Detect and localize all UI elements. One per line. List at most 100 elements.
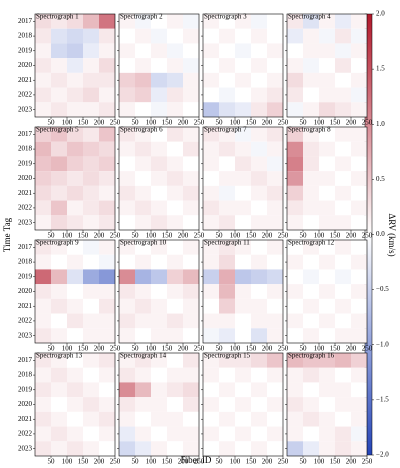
heat-cell <box>203 28 219 44</box>
heat-cell <box>287 382 303 398</box>
heat-cell <box>287 397 303 412</box>
heat-cell <box>83 353 99 368</box>
heat-cell <box>287 353 303 368</box>
x-tick-label: 50 <box>132 232 140 240</box>
heat-cell <box>183 127 199 142</box>
heat-cell <box>335 171 351 186</box>
heat-cell <box>303 185 319 201</box>
heat-cell <box>83 87 99 103</box>
heat-cell <box>135 441 151 456</box>
heat-cell <box>151 28 167 44</box>
heat-cell <box>303 14 319 29</box>
heat-cell <box>267 185 283 201</box>
y-axis-label: Time Tag <box>2 217 12 252</box>
heat-cell <box>335 185 351 201</box>
heat-cell <box>135 28 151 44</box>
heat-cell <box>167 200 183 216</box>
heat-cell <box>219 269 235 285</box>
heat-cell <box>303 254 319 270</box>
heat-cell <box>235 87 251 103</box>
heat-cell <box>51 87 67 103</box>
heat-cell <box>267 254 283 270</box>
heat-cell <box>267 367 283 383</box>
y-tick-label: 2019 <box>18 272 33 280</box>
heat-cell <box>267 353 283 368</box>
heat-cell <box>99 127 115 142</box>
heat-cell <box>135 200 151 216</box>
heat-cell <box>251 28 267 44</box>
heat-cell <box>135 269 151 285</box>
heat-cell <box>67 171 83 186</box>
heat-cell <box>351 298 367 314</box>
heat-cell <box>183 185 199 201</box>
heat-cell <box>251 141 267 157</box>
y-tick-label: 2021 <box>18 415 33 423</box>
heat-cell <box>319 411 335 427</box>
heat-cell <box>303 141 319 157</box>
y-tick-label: 2017 <box>18 130 33 138</box>
heat-cell <box>235 382 251 398</box>
heat-cell <box>303 284 319 299</box>
heat-cell <box>235 353 251 368</box>
heat-cell <box>267 426 283 442</box>
heat-cell <box>35 127 51 142</box>
heat-cell <box>219 156 235 172</box>
heat-cell <box>335 28 351 44</box>
x-tick-label: 150 <box>246 458 257 466</box>
heat-cell <box>351 141 367 157</box>
heat-cell <box>219 185 235 201</box>
heat-cell <box>351 102 367 117</box>
heat-cell <box>351 254 367 270</box>
heat-cell <box>335 411 351 427</box>
heat-cell <box>135 14 151 29</box>
heat-cell <box>319 426 335 442</box>
heat-cell <box>351 28 367 44</box>
x-tick-label: 50 <box>300 458 308 466</box>
heat-cell <box>219 215 235 230</box>
heat-cell <box>219 28 235 44</box>
heat-cell <box>119 254 135 270</box>
heat-cell <box>203 353 219 368</box>
heat-cell <box>287 58 303 73</box>
heat-cell <box>135 382 151 398</box>
panel-title: Spectrograph 6 <box>120 126 163 134</box>
heat-cell <box>151 43 167 59</box>
y-tick-label: 2019 <box>18 46 33 54</box>
x-tick-label: 100 <box>230 232 241 240</box>
heat-cell <box>119 397 135 412</box>
x-tick-label: 200 <box>94 345 105 353</box>
heat-cell <box>67 102 83 117</box>
heat-cell <box>251 328 267 343</box>
heat-cell <box>135 328 151 343</box>
panel: Spectrograph 16 50 100 150 200 250 <box>285 352 373 466</box>
heat-cell <box>319 367 335 383</box>
y-tick-label: 2023 <box>18 218 33 226</box>
heat-cell <box>183 382 199 398</box>
heat-cell <box>219 397 235 412</box>
heat-cell <box>219 313 235 329</box>
x-tick-label: 200 <box>94 232 105 240</box>
heat-cell <box>351 200 367 216</box>
heat-cell <box>219 426 235 442</box>
heat-cell <box>83 426 99 442</box>
heat-cell <box>51 298 67 314</box>
heat-cell <box>119 441 135 456</box>
heat-cell <box>351 58 367 73</box>
heat-cell <box>99 185 115 201</box>
heat-cell <box>167 14 183 29</box>
heat-cell <box>67 411 83 427</box>
heat-cell <box>287 254 303 270</box>
heat-cell <box>35 313 51 329</box>
heat-cell <box>67 185 83 201</box>
heat-cell <box>167 240 183 255</box>
heat-cell <box>335 382 351 398</box>
heat-cell <box>35 426 51 442</box>
heat-cell <box>319 441 335 456</box>
x-tick-label: 200 <box>346 458 357 466</box>
heat-cell <box>319 200 335 216</box>
heat-cell <box>35 141 51 157</box>
panel: Spectrograph 8 50 100 150 200 250 <box>285 126 373 240</box>
heat-cell <box>51 156 67 172</box>
heat-cell <box>219 353 235 368</box>
heat-cell <box>335 102 351 117</box>
